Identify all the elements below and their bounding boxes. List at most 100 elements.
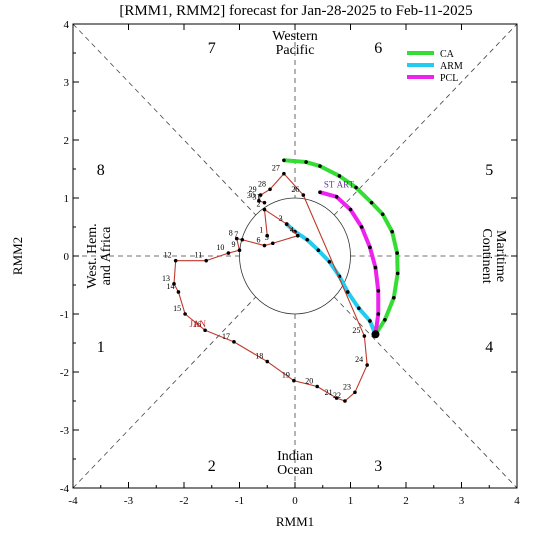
month-label: ST bbox=[324, 180, 335, 190]
y-tick-label: 1 bbox=[64, 193, 70, 205]
day-label: 22 bbox=[333, 391, 341, 400]
unit-circle bbox=[239, 197, 351, 315]
forecast-ca-point bbox=[318, 164, 322, 168]
observed-point bbox=[295, 233, 300, 238]
observed-point bbox=[301, 193, 306, 197]
forecast-pcl-point bbox=[376, 289, 381, 293]
forecast-pcl-point bbox=[376, 312, 381, 316]
observed-point bbox=[265, 233, 270, 238]
day-label: 30 bbox=[247, 191, 255, 200]
day-label: 26 bbox=[291, 185, 299, 194]
observed-point bbox=[176, 290, 181, 294]
phase-guides bbox=[72, 23, 518, 489]
phase-number: 4 bbox=[485, 339, 493, 356]
month-label: ART bbox=[337, 180, 355, 190]
forecast-ca-point bbox=[282, 158, 286, 163]
day-label: 13 bbox=[162, 274, 170, 283]
observed-point bbox=[234, 236, 239, 241]
day-label: 11 bbox=[194, 251, 202, 260]
observed-point bbox=[315, 384, 320, 389]
forecast-ca-point bbox=[380, 212, 385, 217]
observed-point bbox=[268, 187, 272, 192]
forecast-ca-point bbox=[390, 229, 394, 234]
day-label: 25 bbox=[352, 326, 360, 335]
x-tick-label: 4 bbox=[514, 495, 520, 507]
forecast-arm-point bbox=[368, 319, 372, 323]
phase-number: 5 bbox=[485, 162, 493, 179]
region-label: Maritime bbox=[493, 230, 508, 282]
observed-point bbox=[183, 312, 187, 316]
observed-point bbox=[226, 251, 231, 255]
forecast-ca-point bbox=[391, 295, 396, 300]
day-label: 1 bbox=[259, 226, 263, 235]
region-label: Western bbox=[272, 29, 318, 44]
y-tick-label: -3 bbox=[60, 425, 70, 437]
y-tick-label: 2 bbox=[64, 135, 70, 147]
forecast-pcl-point bbox=[359, 225, 364, 229]
y-axis-label: RMM2 bbox=[10, 237, 25, 275]
observed-point bbox=[334, 396, 339, 400]
x-tick-label: 2 bbox=[403, 495, 409, 507]
x-tick-label: -3 bbox=[124, 495, 134, 507]
phase-number: 1 bbox=[97, 339, 105, 356]
region-right: Continent bbox=[479, 228, 494, 283]
day-label: 8 bbox=[229, 229, 233, 238]
forecast-ca-point bbox=[395, 271, 400, 276]
observed-point bbox=[365, 363, 369, 367]
observed-line bbox=[173, 173, 368, 402]
diagonal-guide bbox=[72, 296, 257, 489]
y-tick-label: 4 bbox=[64, 19, 70, 31]
day-label: 15 bbox=[173, 304, 181, 313]
y-tick-label: -1 bbox=[60, 309, 69, 321]
day-label: 3 bbox=[279, 214, 283, 223]
diagonal-guide bbox=[333, 296, 518, 489]
forecast-arm-line bbox=[285, 222, 378, 336]
x-axis-label: RMM1 bbox=[276, 514, 314, 529]
day-label: 14 bbox=[166, 282, 174, 291]
observed-point bbox=[240, 237, 245, 242]
phase-number: 8 bbox=[97, 162, 105, 179]
y-tick-label: -4 bbox=[60, 483, 70, 495]
day-label: 19 bbox=[282, 371, 290, 380]
forecast-arm-point bbox=[357, 306, 361, 311]
region-left: and Africa bbox=[99, 226, 114, 285]
forecast-arm-point bbox=[327, 260, 332, 264]
observed-point bbox=[172, 282, 176, 286]
day-label: 18 bbox=[255, 352, 263, 361]
diagonal-guide bbox=[72, 23, 257, 216]
observed-point bbox=[173, 258, 178, 263]
x-tick-label: 0 bbox=[292, 495, 298, 507]
current-day-marker bbox=[371, 330, 380, 339]
phase-number: 2 bbox=[208, 458, 216, 475]
observed-point bbox=[353, 390, 357, 395]
day-label: 17 bbox=[222, 332, 230, 341]
region-label: Pacific bbox=[276, 43, 315, 58]
legend-label-ca: CA bbox=[440, 49, 455, 60]
day-label: 2 bbox=[256, 200, 260, 209]
observed-point bbox=[284, 222, 289, 226]
region-label: Continent bbox=[479, 228, 494, 283]
legend-label-pcl: PCL bbox=[440, 73, 458, 84]
day-label: 20 bbox=[305, 377, 313, 386]
day-label: 9 bbox=[232, 240, 236, 249]
day-label: 4 bbox=[290, 226, 294, 235]
day-label: 29 bbox=[249, 185, 257, 194]
forecast-arm-point bbox=[305, 237, 310, 242]
forecast-ca-point bbox=[354, 185, 358, 190]
series-layer bbox=[172, 158, 400, 403]
observed-point bbox=[292, 378, 296, 383]
forecast-arm-point bbox=[345, 290, 350, 294]
forecast-pcl-point bbox=[348, 207, 353, 212]
region-label: Ocean bbox=[277, 463, 313, 478]
day-label: 7 bbox=[234, 230, 238, 239]
x-tick-label: -4 bbox=[68, 495, 78, 507]
y-tick-label: -2 bbox=[60, 367, 69, 379]
observed-point bbox=[265, 359, 270, 364]
diagonal-guide bbox=[333, 23, 518, 216]
day-label: 23 bbox=[343, 382, 351, 391]
observed-point bbox=[362, 334, 367, 338]
phase-number: 6 bbox=[374, 40, 382, 57]
